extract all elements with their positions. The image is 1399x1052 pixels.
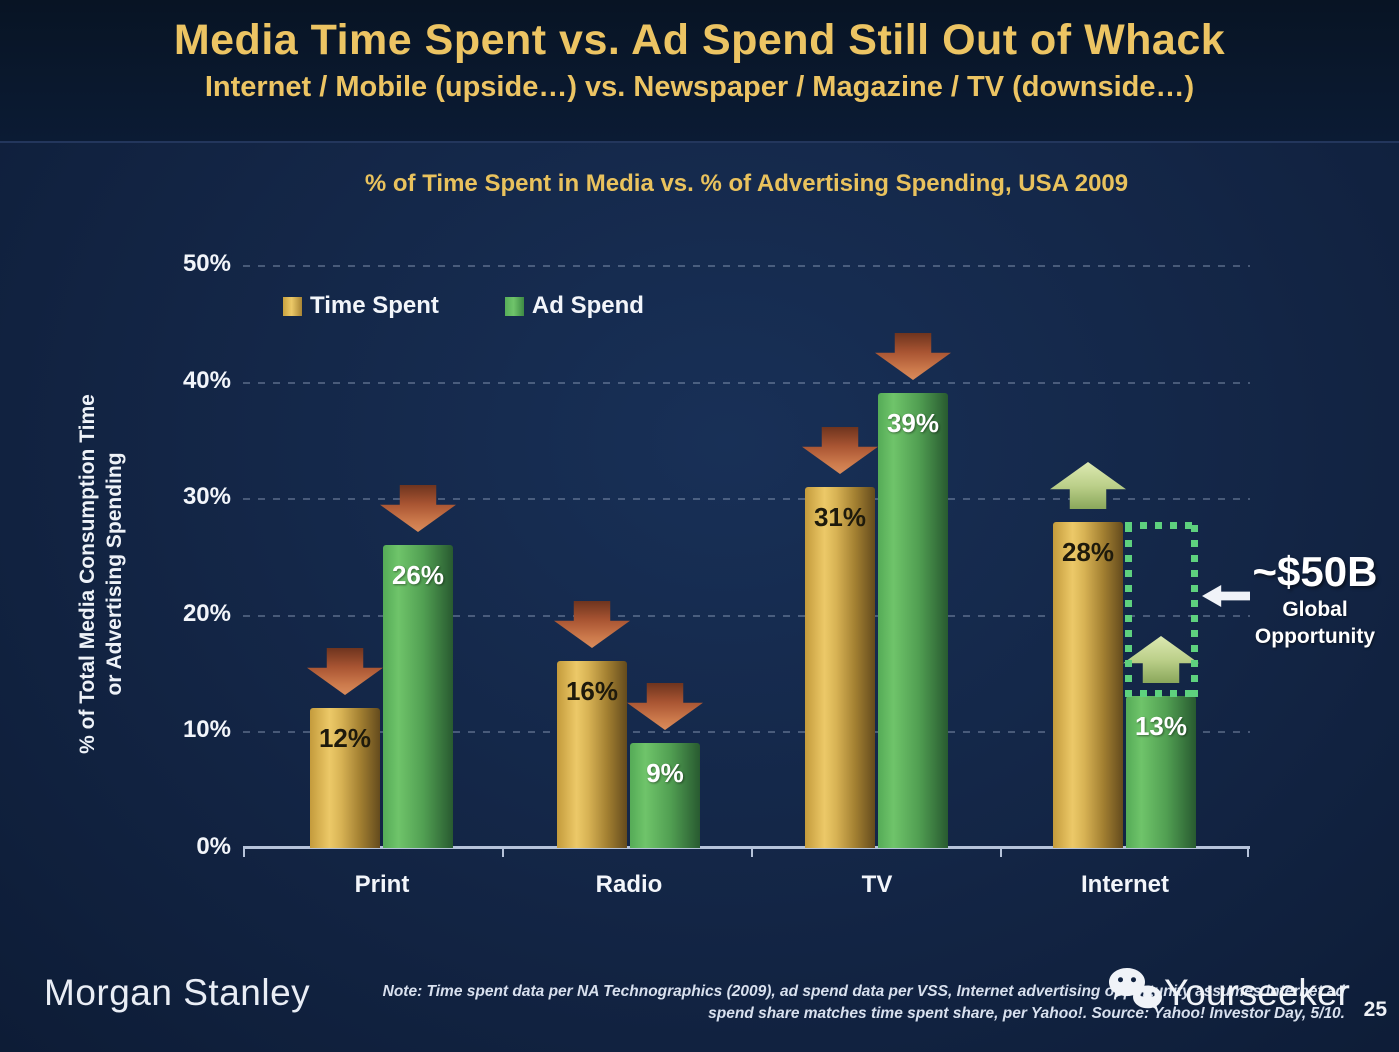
gridline-20pct (243, 615, 1250, 617)
wechat-icon (1109, 968, 1162, 1011)
bar-value-label: 31% (813, 502, 867, 532)
page-number: 25 (1363, 998, 1387, 1021)
y-tick-label: 10% (182, 716, 231, 743)
source-note: Note: Time spent data per NA Technograph… (315, 981, 1345, 1026)
category-label-radio: Radio (595, 871, 663, 898)
opportunity-annotation: ~$50B Global Opportunity (1236, 548, 1394, 650)
y-tick-label: 30% (182, 483, 231, 510)
bar-gold-print: 12% (310, 708, 380, 848)
x-axis-tick (751, 848, 753, 857)
bar-value-label: 39% (886, 408, 940, 438)
category-label-print: Print (354, 871, 410, 898)
trend-arrow-down-icon (875, 333, 951, 380)
bar-value-label: 12% (318, 723, 372, 753)
y-axis-label-line2: or Advertising Spending (103, 452, 126, 696)
source-note-line1: Note: Time spent data per NA Technograph… (382, 983, 1345, 1000)
watermark: Yourseeker (1106, 966, 1350, 1020)
x-axis-tick (1247, 848, 1249, 857)
header-band: Media Time Spent vs. Ad Spend Still Out … (0, 0, 1399, 143)
category-label-tv: TV (861, 871, 893, 898)
bar-green-tv: 39% (878, 393, 948, 848)
bar-value-label: 26% (391, 560, 445, 590)
bar-value-label: 28% (1061, 537, 1115, 567)
bar-green-print: 26% (383, 545, 453, 848)
bar-green-internet: 13% (1126, 696, 1196, 848)
source-note-line2: spend share matches time spent share, pe… (708, 1005, 1345, 1023)
ad-spend-swatch-icon (504, 296, 524, 316)
opportunity-value: ~$50B (1252, 548, 1378, 595)
gridline-50pct (243, 265, 1250, 267)
x-axis-line (243, 846, 1250, 849)
bar-gold-tv: 31% (805, 487, 875, 848)
y-tick-label: 50% (182, 250, 231, 277)
bar-value-label: 13% (1134, 711, 1188, 741)
y-axis-label-line1: % of Total Media Consumption Time (76, 394, 99, 754)
gridline-30pct (243, 498, 1250, 500)
y-tick-label: 0% (196, 833, 231, 860)
trend-arrow-down-icon (307, 648, 383, 695)
x-axis-tick (502, 848, 504, 857)
legend: Time Spent Ad Spend (283, 292, 644, 320)
gridline-40pct (243, 382, 1250, 384)
x-axis-tick (1000, 848, 1002, 857)
slide-title: Media Time Spent vs. Ad Spend Still Out … (173, 16, 1226, 64)
bar-gold-internet: 28% (1053, 522, 1123, 848)
trend-arrow-down-icon (627, 683, 703, 730)
x-axis-tick (243, 848, 245, 857)
category-label-internet: Internet (1080, 871, 1169, 898)
slide-subtitle: Internet / Mobile (upside…) vs. Newspape… (204, 71, 1195, 103)
bar-gold-radio: 16% (557, 661, 627, 848)
watermark-text: Yourseeker (1164, 972, 1350, 1013)
y-tick-label: 20% (182, 600, 231, 627)
opportunity-gap-box (1125, 522, 1198, 697)
time-spent-swatch-icon (283, 296, 302, 316)
chart-title: % of Time Spent in Media vs. % of Advert… (364, 170, 1129, 197)
legend-label: Ad Spend (531, 292, 644, 319)
trend-arrow-down-icon (380, 485, 456, 532)
gridline-10pct (243, 731, 1250, 733)
opportunity-line2: Opportunity (1254, 625, 1376, 648)
opportunity-line1: Global (1282, 598, 1348, 621)
legend-item-ad-spend: Ad Spend (504, 292, 644, 320)
trend-arrow-down-icon (802, 427, 878, 474)
bar-value-label: 16% (565, 676, 619, 706)
y-axis-label: % of Total Media Consumption Time or Adv… (74, 344, 130, 804)
morgan-stanley-logo: Morgan Stanley (44, 972, 311, 1013)
y-tick-label: 40% (182, 367, 231, 394)
legend-item-time-spent: Time Spent (283, 292, 439, 320)
trend-arrow-down-icon (554, 601, 630, 648)
trend-arrow-up-icon (1050, 462, 1126, 509)
legend-label: Time Spent (310, 292, 439, 319)
bar-value-label: 9% (646, 758, 684, 788)
bar-green-radio: 9% (630, 743, 700, 848)
plot-area: 0% 10% 20% 30% 40% 50% 12% 26% Print 16% 9% Radio 31… (183, 250, 1250, 898)
